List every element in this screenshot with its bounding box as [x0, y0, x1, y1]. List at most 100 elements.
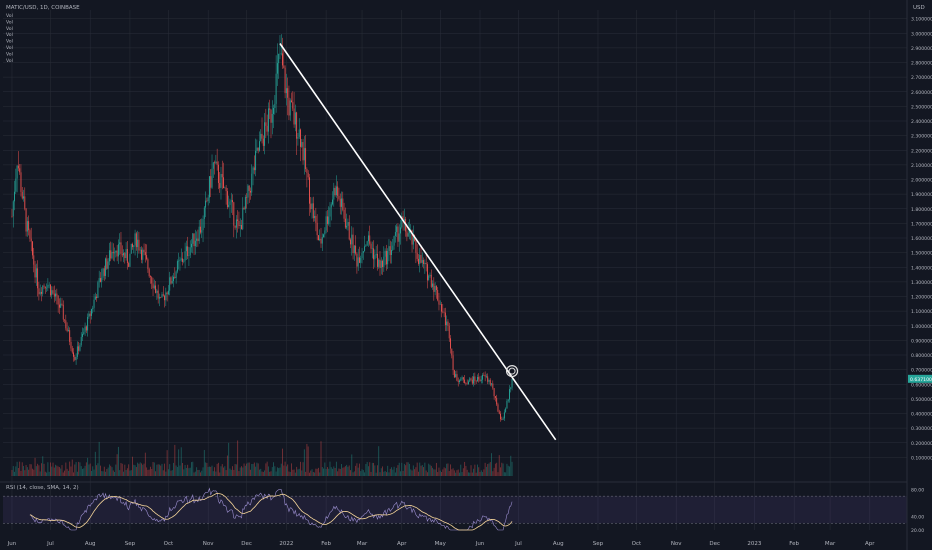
candle-body[interactable] — [471, 379, 473, 384]
candle-body[interactable] — [53, 293, 55, 297]
candle-body[interactable] — [292, 102, 294, 109]
candle-body[interactable] — [350, 239, 351, 245]
candle-body[interactable] — [198, 226, 200, 242]
candle-body[interactable] — [235, 219, 237, 228]
candle-body[interactable] — [348, 222, 350, 240]
candle-body[interactable] — [265, 122, 267, 126]
candle-body[interactable] — [214, 162, 216, 164]
candle-body[interactable] — [324, 230, 326, 235]
candle-body[interactable] — [352, 234, 354, 254]
candle-body[interactable] — [276, 63, 278, 74]
candle-body[interactable] — [442, 311, 444, 313]
candle-body[interactable] — [365, 245, 367, 247]
candle-body[interactable] — [55, 293, 57, 297]
candle-body[interactable] — [379, 259, 381, 268]
candle-body[interactable] — [444, 312, 446, 326]
candle-body[interactable] — [162, 294, 164, 296]
candle-body[interactable] — [359, 257, 360, 263]
candle-body[interactable] — [107, 261, 109, 269]
candle-body[interactable] — [505, 408, 507, 413]
candle-body[interactable] — [106, 258, 108, 269]
candle-body[interactable] — [189, 247, 191, 256]
candle-body[interactable] — [510, 387, 512, 390]
candle-body[interactable] — [180, 258, 182, 260]
candle-body[interactable] — [429, 274, 431, 276]
candle-body[interactable] — [278, 53, 280, 64]
candle-body[interactable] — [116, 250, 118, 257]
candle-body[interactable] — [482, 374, 484, 380]
candle-body[interactable] — [474, 376, 476, 381]
candle-body[interactable] — [466, 383, 468, 385]
candle-body[interactable] — [507, 399, 509, 401]
candle-body[interactable] — [135, 233, 137, 248]
candle-body[interactable] — [425, 262, 427, 265]
candle-body[interactable] — [74, 356, 76, 360]
candle-body[interactable] — [128, 263, 130, 267]
candle-body[interactable] — [112, 251, 114, 254]
candle-body[interactable] — [152, 283, 154, 289]
candle-body[interactable] — [280, 53, 282, 55]
candle-body[interactable] — [234, 225, 236, 228]
candle-body[interactable] — [323, 234, 325, 238]
candle-body[interactable] — [144, 252, 146, 256]
candle-body[interactable] — [298, 129, 300, 138]
candle-body[interactable] — [182, 258, 183, 262]
candle-body[interactable] — [84, 326, 86, 333]
candle-body[interactable] — [46, 287, 48, 289]
candle-body[interactable] — [403, 218, 405, 221]
candle-body[interactable] — [314, 215, 316, 219]
candle-body[interactable] — [501, 419, 503, 420]
candle-body[interactable] — [400, 227, 401, 234]
candle-body[interactable] — [167, 290, 169, 295]
candle-body[interactable] — [69, 330, 71, 342]
candle-body[interactable] — [457, 380, 459, 383]
candle-body[interactable] — [216, 161, 218, 165]
candle-body[interactable] — [16, 165, 18, 179]
candle-body[interactable] — [188, 255, 190, 256]
candle-body[interactable] — [38, 288, 40, 295]
candle-body[interactable] — [170, 277, 172, 284]
trendline[interactable] — [279, 43, 557, 441]
candle-body[interactable] — [407, 233, 409, 237]
candle-body[interactable] — [191, 243, 192, 248]
candle-body[interactable] — [100, 278, 101, 282]
candle-body[interactable] — [103, 268, 105, 276]
candle-body[interactable] — [373, 248, 375, 260]
candle-body[interactable] — [197, 238, 199, 242]
candle-body[interactable] — [300, 129, 301, 147]
candle-body[interactable] — [174, 276, 176, 279]
candle-body[interactable] — [244, 196, 246, 210]
candle-body[interactable] — [394, 232, 396, 236]
candle-body[interactable] — [108, 250, 110, 262]
candle-body[interactable] — [97, 282, 99, 299]
candle-body[interactable] — [480, 379, 482, 382]
candle-body[interactable] — [102, 268, 104, 278]
candle-body[interactable] — [315, 215, 317, 223]
candle-body[interactable] — [320, 238, 322, 244]
candle-body[interactable] — [483, 374, 485, 376]
candle-body[interactable] — [329, 207, 331, 217]
candle-body[interactable] — [468, 381, 469, 385]
candle-body[interactable] — [287, 88, 289, 98]
candle-body[interactable] — [148, 269, 150, 277]
candle-body[interactable] — [279, 53, 281, 55]
candle-body[interactable] — [330, 204, 332, 208]
candle-body[interactable] — [185, 246, 187, 252]
candle-body[interactable] — [125, 249, 127, 259]
candle-body[interactable] — [98, 278, 100, 283]
candle-body[interactable] — [366, 241, 368, 246]
candle-body[interactable] — [30, 238, 32, 242]
candle-body[interactable] — [71, 348, 73, 353]
candle-body[interactable] — [147, 259, 149, 270]
candle-body[interactable] — [484, 375, 486, 377]
candle-body[interactable] — [351, 234, 353, 245]
candle-body[interactable] — [246, 196, 248, 198]
candle-body[interactable] — [238, 220, 240, 227]
candle-body[interactable] — [155, 285, 157, 293]
candle-body[interactable] — [34, 264, 36, 278]
candle-body[interactable] — [73, 352, 74, 357]
candle-body[interactable] — [362, 251, 364, 253]
candle-body[interactable] — [438, 300, 440, 305]
candle-body[interactable] — [423, 260, 425, 265]
candle-body[interactable] — [498, 411, 500, 414]
